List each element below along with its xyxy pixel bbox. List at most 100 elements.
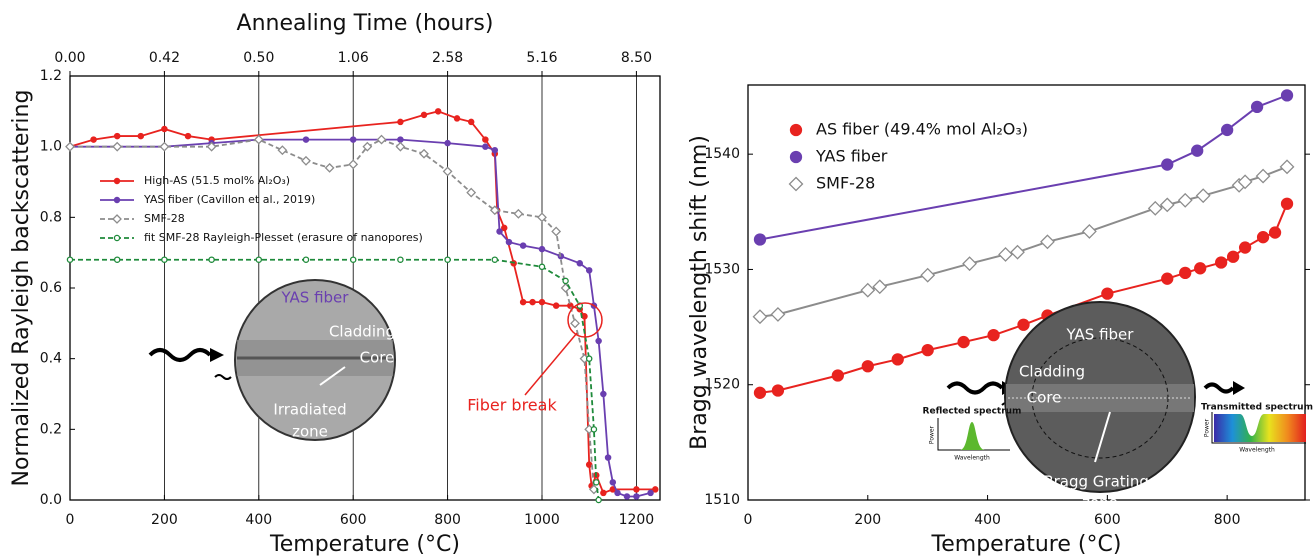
marker [770,306,786,322]
marker [489,205,500,216]
spectrum-axis-label: Power [1204,418,1211,437]
marker [589,484,599,495]
marker [860,282,876,298]
arrow-head [210,348,224,362]
marker [752,309,768,325]
marker [1279,159,1295,175]
marker [1268,226,1282,239]
y-tick-label: 0.8 [40,209,62,225]
x-tick-label: 200 [151,512,178,528]
marker [1280,197,1294,210]
x2-tick-label: 1.06 [338,50,369,66]
marker [1010,244,1025,260]
marker [1215,256,1228,269]
marker [647,489,654,497]
marker [921,343,934,357]
marker [65,141,75,152]
y-tick-label: 0.2 [40,421,62,437]
marker [397,256,404,263]
marker [1017,318,1030,331]
marker [623,493,631,500]
marker [482,136,489,143]
spectrum-axes [1211,412,1306,444]
marker [491,256,499,263]
marker [1250,100,1264,114]
legend-marker [112,214,122,224]
inset-right: YAS fiber Cladding Core Bragg Gratings z… [923,301,1313,512]
marker [434,108,442,115]
marker [987,329,1000,342]
marker [585,355,593,362]
marker [159,141,170,152]
x-tick-label: 1000 [524,512,560,528]
marker [595,337,602,345]
x2-axis-title: Annealing Time (hours) [237,11,494,36]
x2-tick-label: 0.42 [149,50,180,66]
marker [538,245,546,253]
x2-tick-label: 0.50 [243,50,274,66]
x-axis-title: Temperature (°C) [269,532,460,557]
pointer [1094,411,1111,463]
marker [500,224,508,232]
marker [552,302,560,309]
x-tick-label: 1200 [619,512,655,528]
plot: 0 200 400 600 800 1510 1520 1530 1540 Temperature… [687,84,1310,557]
marker [519,242,527,249]
inset-label: Cladding [1019,363,1085,381]
marker [444,139,451,147]
legend-marker [789,123,803,137]
y-tick-label: 0.0 [40,492,62,508]
marker [1237,174,1253,190]
legend-label: fit SMF-28 Rayleigh-Plesset (erasure of … [144,231,423,244]
marker [444,256,451,263]
marker [831,369,844,382]
marker [161,256,168,263]
marker [1255,168,1271,184]
wave-arrow [214,374,232,380]
marker [1238,241,1252,254]
marker [576,260,584,267]
x2-tick-label: 0.00 [54,50,85,66]
marker [609,479,617,486]
spectrum-axes [937,418,1010,451]
marker [551,226,562,237]
marker [562,277,569,285]
marker [1177,192,1193,208]
y-axis-title: Normalized Rayleigh backscattering [9,90,34,487]
marker [301,155,311,166]
marker [184,132,192,140]
y-tick-label: 1530 [704,261,740,277]
marker [1147,200,1163,216]
marker [519,298,527,306]
marker [1226,250,1240,263]
marker [253,134,264,145]
marker [395,141,406,152]
marker [891,353,904,366]
marker [362,141,373,152]
x2-tick-label: 2.58 [432,50,463,66]
marker [1280,89,1294,102]
marker [771,384,785,397]
marker [957,335,970,349]
marker [920,267,936,283]
marker [1159,197,1175,213]
marker [1081,223,1097,239]
marker [505,238,513,246]
inset-label: Core [1027,389,1062,407]
x-tick-label: 400 [974,512,1001,528]
x-tick-label: 600 [1094,512,1121,528]
spectrum-axis-label: Power [929,425,936,444]
marker [349,136,357,143]
marker [442,166,453,177]
annotation: Fiber break [467,302,603,415]
marker [590,426,598,433]
x-tick-label: 200 [854,512,881,528]
y-tick-label: 1.2 [40,68,62,84]
marker [161,125,168,133]
marker [652,486,659,493]
spectrum-title: Reflected spectrum [923,407,1022,417]
marker [872,279,888,295]
legend-label: YAS fiber (Cavillon et al., 2019) [143,193,315,206]
marker [585,461,593,468]
wave-arrow [946,381,1004,395]
